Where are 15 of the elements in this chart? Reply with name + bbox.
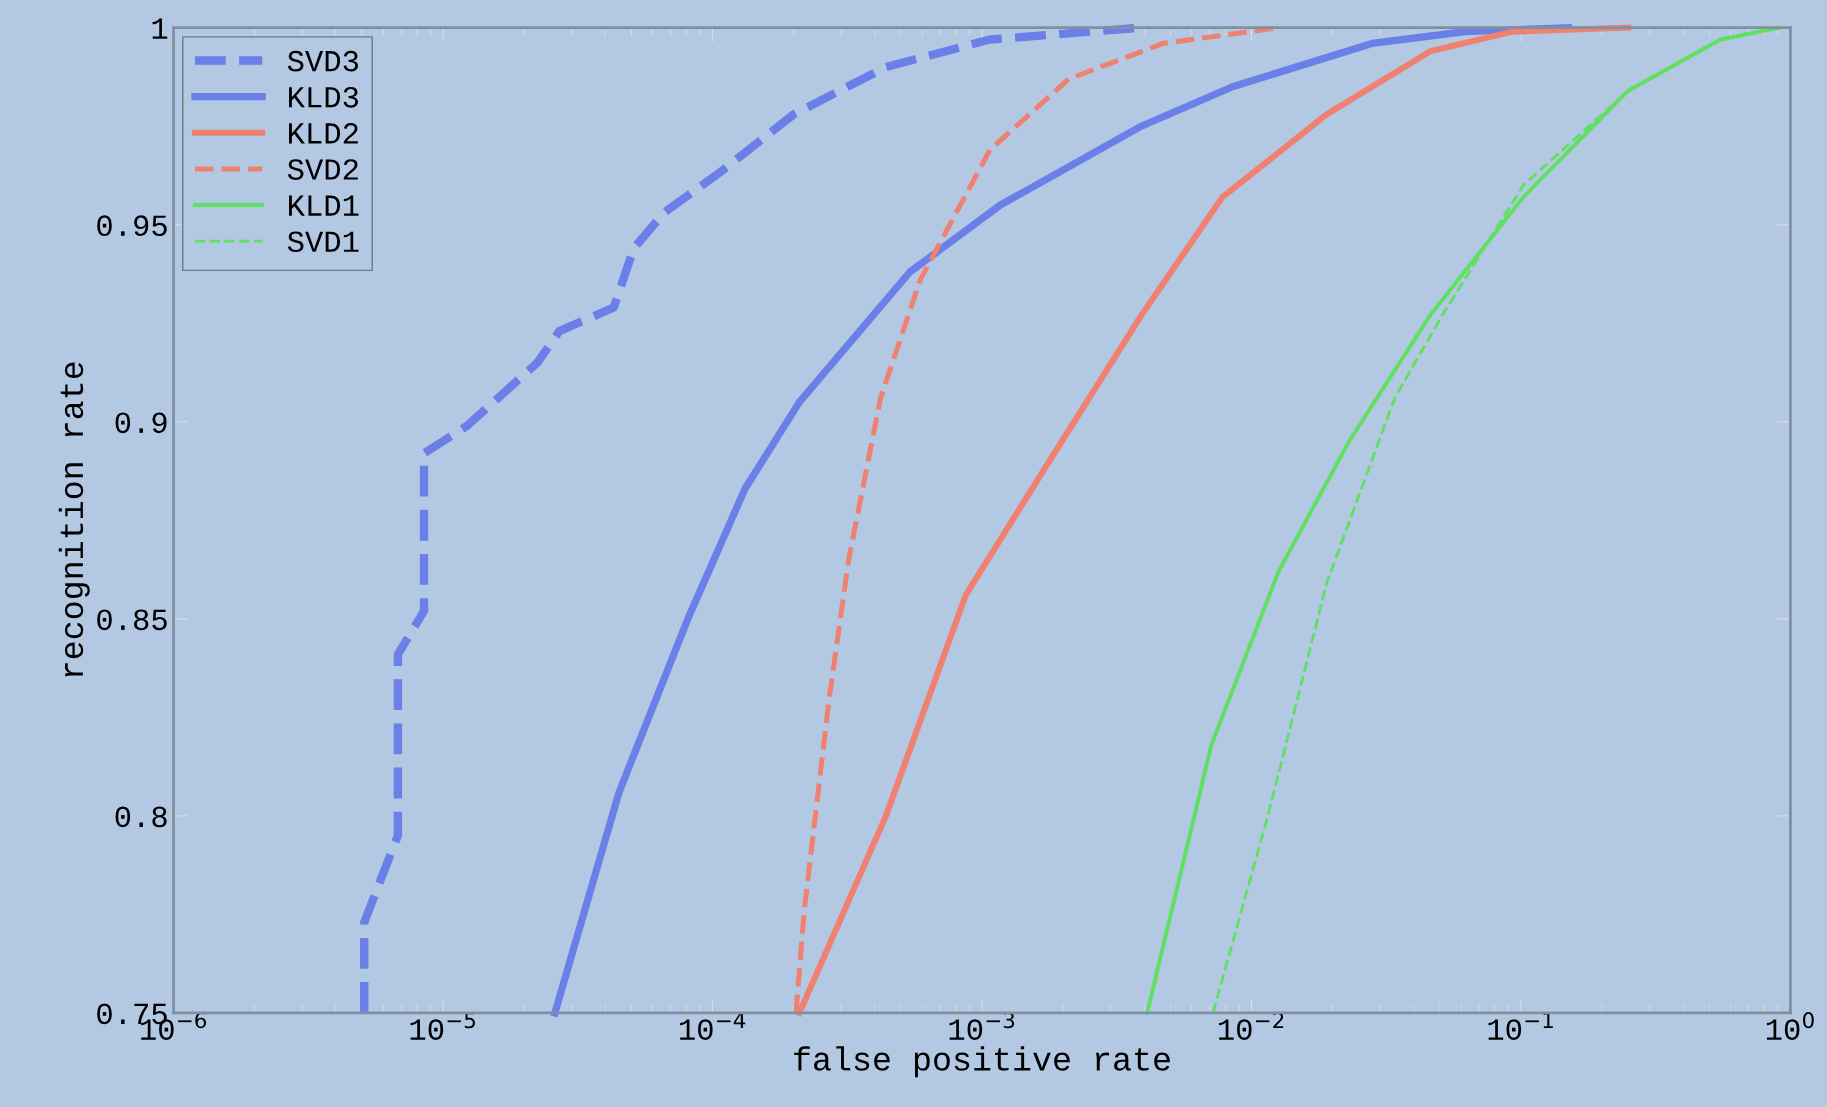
y-axis-title: recognition rate [58, 362, 90, 677]
y-tick-label: 0.95 [97, 215, 167, 237]
legend-label: KLD3 [289, 86, 359, 108]
x-tick-label: 10$^{−4}$ [680, 1012, 746, 1040]
y-tick-label: 1 [152, 18, 168, 39]
x-tick-label: 10$^{0}$ [1766, 1012, 1814, 1040]
y-tick-label: 0.9 [115, 412, 167, 434]
legend-label: SVD3 [287, 50, 359, 72]
legend-label: KLD2 [289, 123, 358, 144]
y-tick-label: 0.8 [115, 806, 167, 828]
x-axis-title: false positive rate [794, 1046, 1170, 1078]
legend-label: SVD2 [287, 159, 358, 180]
legend-label: SVD1 [287, 231, 359, 253]
legend-label: KLD1 [289, 195, 359, 216]
y-tick-label: 0.85 [97, 609, 167, 631]
